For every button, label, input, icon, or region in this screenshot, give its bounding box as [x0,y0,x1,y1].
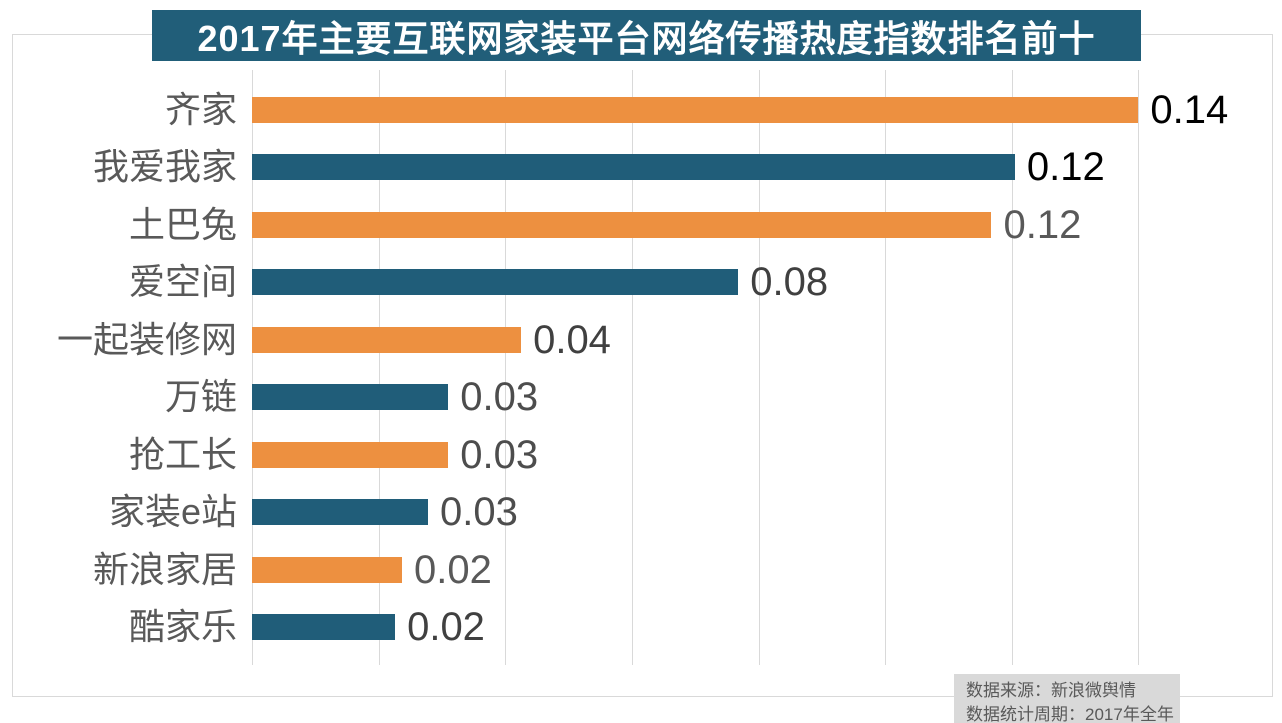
bar-row-qijia: 齐家 0.14 [12,81,1265,139]
value-label: 0.02 [414,547,492,592]
plot-area [252,70,1265,665]
category-label: 新浪家居 [92,548,237,590]
value-label: 0.04 [533,317,611,362]
category-label: 齐家 [164,88,237,130]
bar-row-woaiwojia: 我爱我家 0.12 [12,139,1265,197]
bar-qijia [252,96,1139,123]
gridline [1011,70,1013,665]
value-label: 0.14 [1150,87,1229,132]
category-label: 爱空间 [128,261,237,303]
bar-track: 0.03 [252,435,1265,475]
data-source-box: 数据来源：新浪微舆情 数据统计周期：2017年全年 [954,674,1180,723]
gridline [505,70,507,665]
bar-track: 0.12 [252,147,1265,187]
category-label: 万链 [164,376,237,418]
bar-row-yiqizhuangxiuwang: 一起装修网 0.04 [12,311,1265,369]
value-label: 0.02 [407,605,485,650]
gridline [1138,70,1140,665]
data-source-line: 数据来源：新浪微舆情 [966,681,1136,700]
category-label: 一起装修网 [56,318,237,360]
bar-woaiwojia [252,154,1015,181]
value-label: 0.12 [1003,202,1082,247]
bar-track: 0.03 [252,492,1265,532]
bar-row-tubatu: 土巴兔 0.12 [12,196,1265,254]
chart-title: 2017年主要互联网家装平台网络传播热度指数排名前十 [152,10,1141,61]
bar-track: 0.02 [252,607,1265,647]
value-label: 0.03 [440,490,518,535]
value-label: 0.03 [460,375,539,420]
bar-aikongjian [252,269,739,296]
bar-track: 0.02 [252,550,1265,590]
bar-rows: 齐家 0.14 我爱我家 0.12 土巴兔 0.12 爱空间 0 [12,81,1265,656]
bar-track: 0.14 [252,90,1265,130]
gridline [378,70,380,665]
bar-row-jiazhuangezhan: 家装e站 0.03 [12,484,1265,542]
category-label: 酷家乐 [128,606,237,648]
value-label: 0.03 [460,432,539,477]
bar-track: 0.03 [252,377,1265,417]
gridline [885,70,887,665]
bar-yiqizhuangxiuwang [252,326,522,353]
bar-track: 0.12 [252,205,1265,245]
bar-track: 0.08 [252,262,1265,302]
bar-xinlangjiaju [252,556,403,583]
bar-row-xinlangjiaju: 新浪家居 0.02 [12,541,1265,599]
bar-kujiale [252,614,396,641]
bar-row-kujiale: 酷家乐 0.02 [12,599,1265,657]
bar-track: 0.04 [252,320,1265,360]
bar-row-qianggongzhang: 抢工长 0.03 [12,426,1265,484]
bar-wanlian [252,384,449,411]
data-period-line: 数据统计周期：2017年全年 [966,705,1174,723]
bar-row-wanlian: 万链 0.03 [12,369,1265,427]
category-label: 家装e站 [108,491,237,533]
category-label: 抢工长 [128,433,237,475]
bar-row-aikongjian: 爱空间 0.08 [12,254,1265,312]
category-label: 我爱我家 [92,146,237,188]
bar-qianggongzhang [252,441,449,468]
value-label: 0.12 [1026,145,1105,190]
gridline [758,70,760,665]
value-label: 0.08 [750,260,829,305]
gridline [631,70,633,665]
gridline [252,70,253,665]
category-label: 土巴兔 [128,203,237,245]
bar-jiazhuangezhan [252,499,428,526]
bar-tubatu [252,211,992,238]
